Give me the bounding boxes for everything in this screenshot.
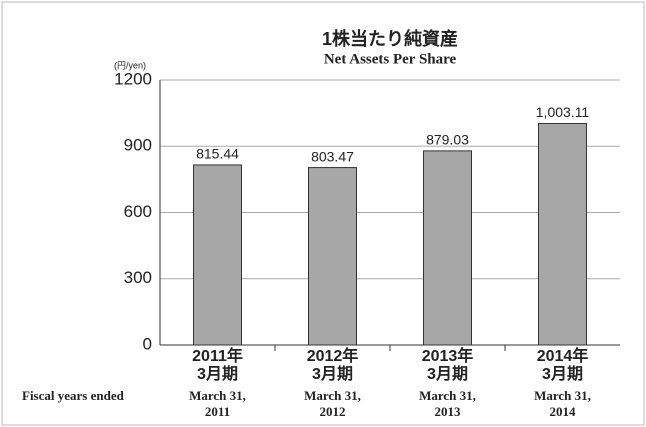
value-label: 1,003.11: [536, 104, 590, 120]
x-tick-label: 2012年: [307, 346, 359, 365]
y-tick-label: 0: [143, 334, 152, 353]
x-tick-label: 3月期: [542, 364, 583, 383]
value-label: 815.44: [196, 146, 239, 162]
x-tick-label: 2013年: [422, 346, 474, 365]
x-axis-label: Fiscal years ended: [22, 388, 125, 403]
x-tick-label: 2014年: [537, 346, 589, 365]
x-tick-label: 3月期: [427, 364, 468, 383]
y-unit-label: (円/yen): [114, 60, 146, 70]
value-label: 803.47: [311, 148, 354, 164]
x-tick-label-en: March 31,: [419, 388, 476, 403]
bar: [423, 150, 472, 346]
x-tick-label-en: 2012: [320, 404, 346, 419]
value-label: 879.03: [426, 132, 469, 148]
bar: [538, 122, 587, 346]
x-tick-label: 2011年: [192, 346, 243, 365]
chart-subtitle: Net Assets Per Share: [324, 51, 457, 67]
y-tick-label: 900: [124, 136, 152, 155]
x-tick-label-en: 2011: [205, 404, 230, 419]
bar: [193, 164, 242, 346]
y-tick-label: 1200: [114, 69, 152, 88]
y-tick-label: 300: [124, 268, 152, 287]
x-tick-label-en: March 31,: [534, 388, 591, 403]
x-tick-label-en: March 31,: [189, 388, 246, 403]
bar: [308, 167, 357, 346]
x-tick-label: 3月期: [312, 364, 353, 383]
x-tick-label-en: 2013: [435, 404, 462, 419]
y-tick-label: 600: [124, 202, 152, 221]
chart-title: 1株当たり純資産: [322, 28, 458, 49]
x-tick-label-en: March 31,: [304, 388, 361, 403]
x-tick-label-en: 2014: [550, 404, 577, 419]
x-tick-label: 3月期: [197, 364, 238, 383]
